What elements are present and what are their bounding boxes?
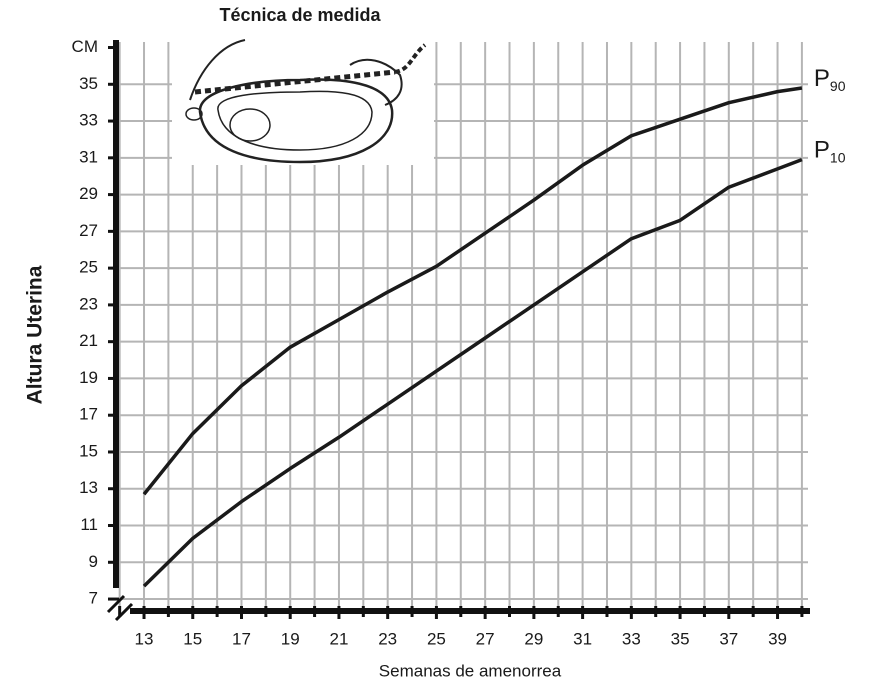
pubis	[185, 107, 203, 121]
x-tick-label: 27	[476, 629, 495, 648]
x-axis-label: Semanas de amenorrea	[379, 661, 562, 680]
y-tick-label: 17	[79, 405, 98, 424]
tape-end	[394, 43, 427, 74]
y-tick-label: 15	[79, 441, 98, 460]
x-tick-label: 29	[524, 629, 543, 648]
x-tick-label: 21	[329, 629, 348, 648]
series-subscript: 10	[830, 149, 846, 165]
x-tick-label: 25	[427, 629, 446, 648]
y-tick-label: 31	[79, 147, 98, 166]
uterus	[198, 78, 394, 164]
series-name: P	[814, 137, 830, 164]
series-line	[142, 158, 803, 588]
x-tick-label: 39	[768, 629, 787, 648]
y-tick-label: 35	[79, 74, 98, 93]
axis-break	[106, 594, 134, 622]
y-axis-label: Altura Uterina	[24, 265, 47, 404]
y-tick-label: 29	[79, 184, 98, 203]
series-label: P90	[814, 65, 846, 93]
y-tick-label: 7	[89, 589, 98, 608]
y-tick-label: 21	[79, 331, 98, 350]
grid	[116, 42, 808, 611]
y-tick-label: 25	[79, 258, 98, 277]
x-tick-label: 19	[281, 629, 300, 648]
x-tick-label: 31	[573, 629, 592, 648]
series-label: P10	[814, 137, 846, 165]
x-tick-label: 17	[232, 629, 251, 648]
x-tick-label: 35	[671, 629, 690, 648]
chart-title: Técnica de medida	[219, 5, 381, 25]
y-tick-label: 11	[80, 515, 98, 534]
y-tick-label: 27	[79, 221, 98, 240]
hands	[189, 39, 403, 106]
x-tick-label: 23	[378, 629, 397, 648]
x-tick-label: 37	[719, 629, 738, 648]
y-tick-label: 33	[79, 111, 98, 130]
x-tick-label: 15	[183, 629, 202, 648]
x-tick-label: 33	[622, 629, 641, 648]
y-tick-label: 19	[79, 368, 98, 387]
tape	[194, 69, 396, 95]
y-tick-label: 13	[79, 478, 98, 497]
y-tick-label: 23	[79, 294, 98, 313]
series-line	[142, 86, 803, 496]
y-tick-label: CM	[72, 37, 98, 56]
illustration	[172, 30, 434, 165]
fetus-head	[229, 108, 271, 142]
series-name: P	[814, 65, 830, 92]
x-tick-label: 13	[135, 629, 154, 648]
fetus-outline	[217, 90, 373, 151]
illustration-bg	[172, 30, 434, 165]
y-tick-label: 9	[89, 552, 98, 571]
series-subscript: 90	[830, 78, 846, 94]
